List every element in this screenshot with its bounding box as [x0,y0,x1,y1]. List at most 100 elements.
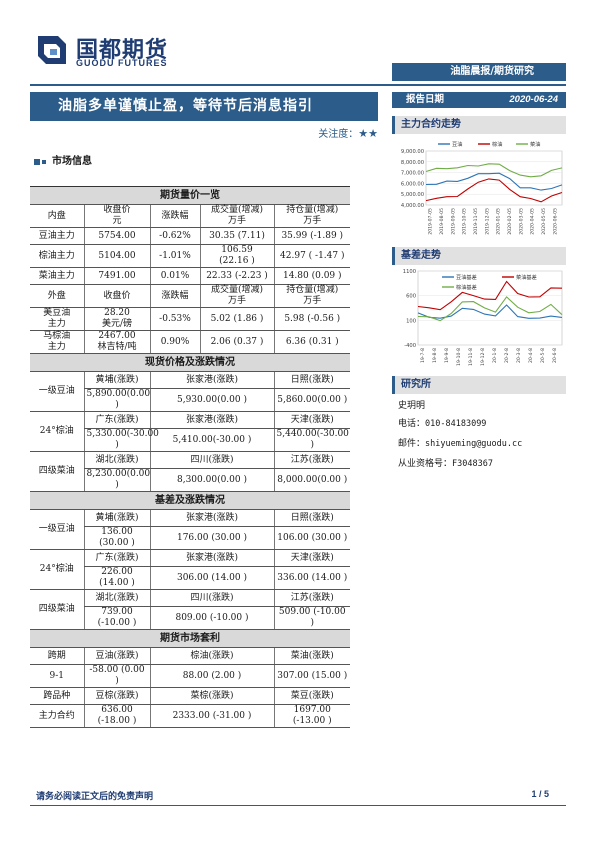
table-cell: 菜油主力 [30,267,84,285]
x-tick-label: 20-6-8 [552,348,558,363]
section-market-heading: 市场信息 [34,152,92,167]
email-link[interactable]: shiyueming@guodu.cc [425,439,523,449]
table-cell: 美豆油 主力 [30,307,84,331]
x-tick-label: 19-12-8 [480,348,486,366]
x-tick-label: 2020-03-05 [518,208,524,235]
column-header: 涨跌幅 [149,284,200,308]
table-cell: 5104.00 [83,244,150,268]
analyst-license: 从业资格号：F3048367 [398,459,493,469]
table-cell: 8,000.00(0.00 ) [273,468,351,492]
table-cell: 5,330.00(-30.00 ) [83,428,159,452]
table-row: 菜油主力 7491.00 0.01% 22.33 (-2.23 ) 14.80 (0.0… [30,267,351,285]
column-header: 持仓量(增减) 万手 [273,284,351,308]
series-line-1 [425,178,563,203]
x-tick-label: 2020-06-05 [552,208,558,235]
table-cell: 5754.00 [83,227,150,245]
table-cell: 22.33 (-2.23 ) [199,267,274,285]
table-row: 5,330.00(-30.00 ) 5,410.00(-30.00 ) 5,440.… [30,428,351,452]
location-header: 湖北(涨跌) [83,451,150,469]
table-cell: 5.98 (-0.56 ) [273,307,351,331]
table-cell: 0.90% [149,330,200,354]
table-cell: 8,300.00(0.00 ) [149,468,274,492]
table-cell: 106.00 (30.00 ) [273,526,351,550]
x-tick-label: 20-1-8 [492,348,498,363]
location-header: 黄埔(涨跌) [83,509,150,527]
table-cell: 88.00 (2.00 ) [149,664,274,688]
table-cell: 菜油(涨跌) [273,647,351,665]
report-type-label: 油脂晨报/期货研究 [392,63,566,81]
table-cell: 176.00 (30.00 ) [149,526,274,550]
attention-rating: 关注度：★★ [278,125,378,140]
location-header: 湖北(涨跌) [83,589,150,607]
table-row: 主力合约 636.00 (-18.00 ) 2333.00 (-31.00 ) 169… [30,704,351,728]
x-tick-label: 2020-05-05 [541,208,547,235]
section-title: 基差及涨跌情况 [30,491,351,510]
table-row: 226.00 (14.00 ) 306.00 (14.00 ) 336.00 (14… [30,566,351,590]
brand-name-en: GUODU FUTURES [76,58,168,68]
location-header: 张家港(涨跌) [149,549,274,567]
location-header: 天津(涨跌) [273,411,351,429]
table-cell: 136.00 (30.00 ) [83,526,150,550]
table-cell: -58.00 (0.00 ) [83,664,150,688]
table-cell: 336.00 (14.00 ) [273,566,351,590]
column-header: 外盘 [30,284,84,308]
x-tick-label: 2019-11-05 [473,208,479,235]
table-cell: 2467.00 林吉特/吨 [83,330,150,354]
report-title: 油脂多单谨慎止盈，等待节后消息指引 [30,92,378,121]
table-row: 8,230.00(0.00 ) 8,300.00(0.00 ) 8,000.00(0… [30,468,351,492]
brand-emblem-icon [38,36,66,64]
location-header: 日照(涨跌) [273,371,351,389]
table-cell: 14.80 (0.09 ) [273,267,351,285]
location-header: 江苏(涨跌) [273,451,351,469]
column-header: 成交量(增减) 万手 [199,284,274,308]
series-line-1 [417,280,563,311]
analyst-name: 史玥明 [398,401,426,411]
table-row: 四级菜油 湖北(涨跌) 四川(涨跌) 江苏(涨跌) [30,589,351,630]
section-title: 现货价格及涨跌情况 [30,353,351,372]
table-cell: 106.59 (22.16 ) [199,244,274,268]
series-line-0 [425,172,563,191]
location-header: 江苏(涨跌) [273,589,351,607]
table-cell: 307.00 (15.00 ) [273,664,351,688]
product-name: 一级豆油 [30,509,84,550]
column-header: 持仓量(增减) 万手 [273,204,351,228]
table-row: 现货价格及涨跌情况 [30,353,351,372]
star-icon: ★★ [358,127,378,140]
location-header: 广东(涨跌) [83,549,150,567]
table-row: 24°棕油 广东(涨跌) 张家港(涨跌) 天津(涨跌) [30,549,351,590]
table-cell: 跨期 [30,647,84,665]
market-data-table: 期货量价一览 内盘 收盘价元涨跌幅 成交量(增减) 万手 持仓量(增减) 万手 豆油主力 575… [30,186,351,728]
table-cell: -0.62% [149,227,200,245]
location-header: 黄埔(涨跌) [83,371,150,389]
y-tick-label: 7,000.00 [401,171,424,177]
column-header: 成交量(增减) 万手 [199,204,274,228]
table-cell: 5,930.00(0.00 ) [149,388,274,412]
y-tick-label: 600 [406,294,416,300]
x-tick-label: 2019-07-05 [428,208,434,235]
table-row: 739.00 (-10.00 ) 809.00 (-10.00 ) 509.00 (… [30,606,351,630]
x-tick-label: 19-11-8 [468,348,474,366]
location-header: 四川(涨跌) [149,451,274,469]
table-cell: 6.36 (0.31 ) [273,330,351,354]
table-cell: 636.00 (-18.00 ) [83,704,150,728]
table-row: 5,890.00(0.00 ) 5,930.00(0.00 ) 5,860.00(0… [30,388,351,412]
table-cell: 739.00 (-10.00 ) [83,606,150,630]
table-cell: 菜棕(涨跌) [149,687,274,705]
table-cell: 2.06 (0.37 ) [199,330,274,354]
table-cell: 马棕油 主力 [30,330,84,354]
table-cell: 0.01% [149,267,200,285]
table-cell: 226.00 (14.00 ) [83,566,150,590]
table-row: 马棕油 主力 2467.00 林吉特/吨 0.90% 2.06 (0.37 ) 6.36 (… [30,330,351,354]
table-row: 跨期 豆油(涨跌) 棕油(涨跌) 菜油(涨跌) [30,647,351,665]
x-tick-label: 19-10-8 [456,348,462,366]
table-cell: 509.00 (-10.00 ) [273,606,351,630]
table-cell: 5,860.00(0.00 ) [273,388,351,412]
series-line-0 [417,304,563,319]
table-row: 一级豆油 黄埔(涨跌) 张家港(涨跌) 日照(涨跌) [30,371,351,412]
legend-label: 菜油 [530,140,540,148]
table-cell: 5.02 (1.86 ) [199,307,274,331]
attention-label: 关注度： [318,129,359,140]
x-tick-label: 2019-10-05 [462,208,468,235]
trend-chart-heading: 主力合约走势 [392,116,566,134]
report-date: 报告日期 2020-06-24 [392,92,566,108]
